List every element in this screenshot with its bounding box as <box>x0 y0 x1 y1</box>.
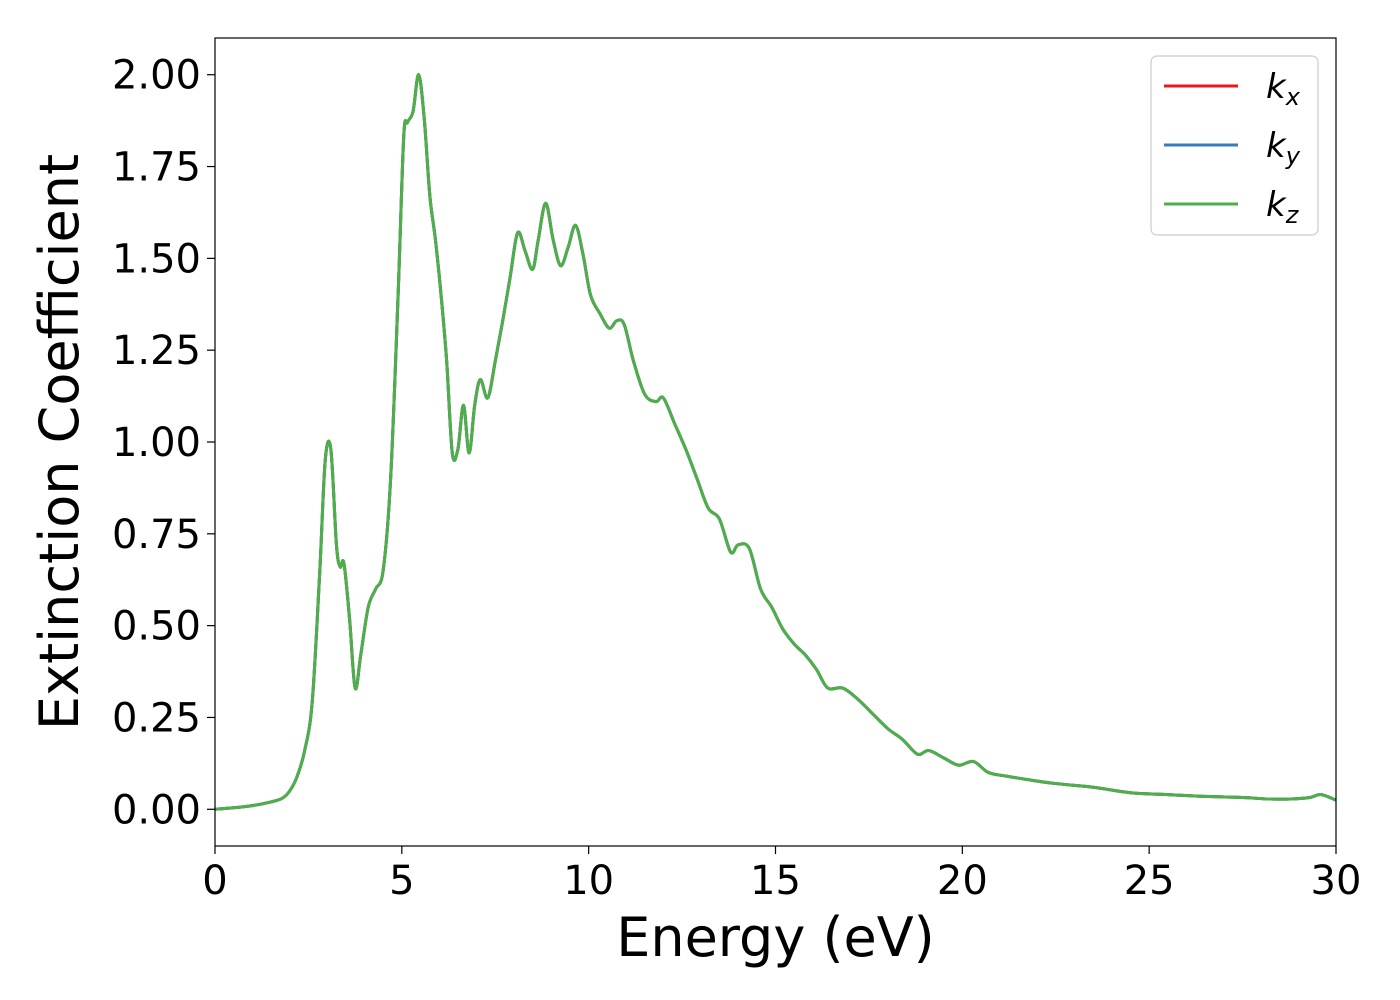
x-tick-label: 20 <box>937 858 988 904</box>
series-line-k-z <box>214 73 1337 811</box>
y-tick-label: 0.75 <box>112 512 201 558</box>
series-layer <box>214 73 1337 811</box>
y-tick-label: 1.75 <box>112 145 201 191</box>
x-axis-label: Energy (eV) <box>616 906 935 969</box>
y-tick-label: 1.25 <box>112 328 201 374</box>
legend: kx ky kz <box>1150 55 1319 236</box>
x-tick-label: 25 <box>1124 858 1175 904</box>
y-axis-label: Extinction Coefficient <box>28 154 91 730</box>
y-tick-label: 0.25 <box>112 695 201 741</box>
y-tick-label: 1.00 <box>112 420 201 466</box>
y-tick-label: 1.50 <box>112 236 201 282</box>
x-tick-label: 10 <box>563 858 614 904</box>
x-tick-label: 30 <box>1311 858 1362 904</box>
y-axis: 0.00 0.25 0.50 0.75 1.00 1.25 1.50 1.75 2.00 <box>112 53 215 833</box>
legend-label-k-x: kx <box>1266 67 1301 111</box>
y-tick-label: 0.00 <box>112 787 201 833</box>
legend-label-k-z: kz <box>1266 185 1300 229</box>
legend-label-k-y: ky <box>1266 126 1301 170</box>
x-tick-label: 15 <box>750 858 801 904</box>
x-tick-label: 5 <box>389 858 414 904</box>
y-tick-label: 2.00 <box>112 53 201 99</box>
y-tick-label: 0.50 <box>112 604 201 650</box>
x-tick-label: 0 <box>202 858 227 904</box>
x-axis: 0 5 10 15 20 25 30 <box>202 846 1361 904</box>
